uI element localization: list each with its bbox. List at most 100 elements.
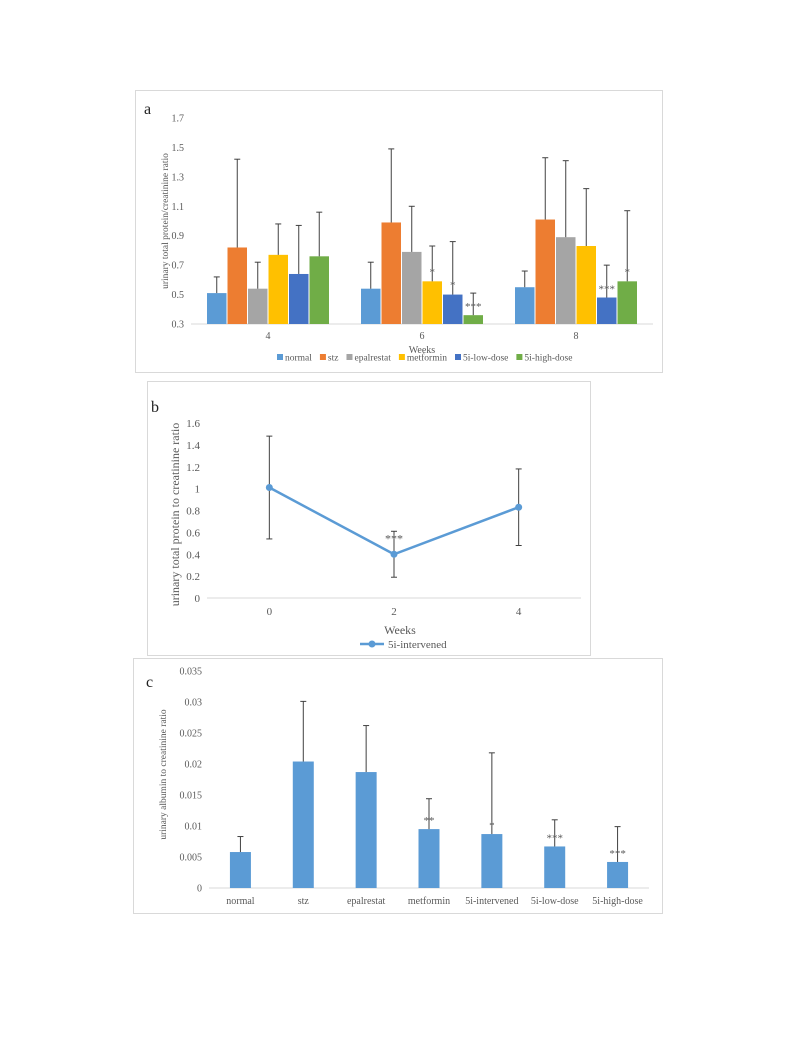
legend-swatch	[516, 354, 523, 360]
x-tick-label: 2	[391, 606, 397, 618]
x-tick-label: 8	[574, 331, 579, 342]
significance-label: ***	[385, 531, 403, 545]
bar	[309, 256, 329, 324]
bar	[617, 281, 637, 324]
x-tick-label: metformin	[408, 896, 450, 907]
bar	[576, 246, 596, 324]
legend-item: metformin	[407, 353, 447, 364]
y-tick-label: 0	[197, 884, 202, 895]
legend-item: 5i-low-dose	[463, 354, 508, 364]
y-tick-label: 0	[195, 593, 201, 605]
chart-b: 0 0.2 0.4 0.6 0.8 1 1.2 1.4 1.6 0 2 4 *** Weeks urinar…	[168, 418, 581, 651]
x-tick-label: 4	[266, 331, 271, 342]
bar	[515, 287, 535, 324]
bar	[268, 254, 288, 324]
bar	[402, 251, 422, 324]
legend-swatch	[319, 354, 326, 360]
legend-item: 5i-intervened	[388, 639, 447, 651]
bar	[422, 281, 442, 324]
y-tick-label: 0.6	[186, 527, 200, 539]
y-tick-label: 0.025	[180, 729, 203, 740]
bar	[418, 829, 440, 888]
x-tick-label: 5i-intervened	[465, 896, 518, 907]
bar	[597, 297, 617, 324]
y-tick-label: 0.5	[172, 290, 185, 301]
x-tick-label: epalrestat	[347, 896, 386, 907]
y-tick-label: 0.005	[180, 853, 203, 864]
y-tick-label: 0.3	[172, 320, 185, 331]
y-axis-title: urinary total protein/creatinine ratio	[161, 153, 171, 289]
legend-item: epalrestat	[354, 354, 391, 364]
significance-label: **	[424, 815, 435, 827]
x-tick-label: normal	[226, 896, 255, 907]
chart-panel-a: a 0.3 0.5 0.7 0.9 1.1 1.3 1.5 1.7 4 6 * * *** 8 *** * We…	[135, 90, 663, 373]
bar	[292, 761, 314, 888]
data-point	[390, 550, 398, 558]
chart-panel-c: c 0 0.005 0.01 0.015 0.02 0.025 0.03 0.035 norma…	[133, 658, 663, 914]
x-tick-label: 5i-high-dose	[592, 896, 643, 907]
y-tick-label: 1.2	[186, 462, 200, 474]
bar	[229, 852, 251, 888]
bar	[227, 247, 247, 324]
y-tick-label: 1.5	[172, 143, 185, 154]
y-tick-label: 0.015	[180, 791, 203, 802]
y-tick-label: 0.03	[185, 698, 203, 709]
y-axis-title: urinary albumin to creatinine ratio	[159, 709, 169, 840]
legend-swatch	[455, 354, 461, 360]
bar	[361, 288, 381, 324]
y-tick-label: 0.9	[172, 231, 185, 242]
significance-label: *	[430, 266, 436, 278]
x-tick-label: 6	[420, 331, 425, 342]
significance-label: *	[450, 280, 456, 292]
y-tick-label: 1.1	[172, 202, 185, 213]
legend-item: stz	[328, 354, 339, 364]
panel-letter-c: c	[146, 674, 154, 691]
y-axis-title: urinary total protein to creatinine rati…	[168, 423, 182, 607]
y-tick-label: 0.02	[185, 760, 203, 771]
bar	[556, 237, 576, 324]
significance-label: *	[489, 820, 495, 832]
bar	[207, 293, 227, 324]
y-tick-label: 0.7	[172, 261, 185, 272]
legend-swatch	[398, 354, 405, 360]
x-tick-label: stz	[298, 896, 310, 907]
bar	[463, 315, 483, 324]
chart-c: 0 0.005 0.01 0.015 0.02 0.025 0.03 0.035 normal s…	[159, 667, 649, 907]
data-point	[515, 503, 523, 511]
y-tick-label: 0.8	[186, 506, 200, 518]
bar	[544, 846, 566, 888]
x-axis-title: Weeks	[409, 345, 436, 356]
bar	[607, 861, 629, 888]
data-point	[265, 484, 273, 492]
x-tick-label: 4	[516, 606, 522, 618]
y-tick-label: 1.6	[186, 418, 200, 430]
bar	[289, 273, 309, 324]
bar	[248, 288, 268, 324]
x-tick-label: 5i-low-dose	[531, 896, 579, 907]
significance-label: ***	[465, 301, 482, 313]
y-tick-label: 0.4	[186, 549, 200, 561]
bar	[381, 222, 401, 324]
y-tick-label: 0.035	[180, 667, 203, 678]
bar	[355, 772, 377, 888]
bar	[443, 294, 463, 324]
legend-item: normal	[285, 354, 312, 364]
y-tick-label: 1	[195, 484, 201, 496]
x-axis-title: Weeks	[384, 623, 416, 637]
legend-marker	[368, 640, 376, 648]
bar	[535, 219, 555, 324]
significance-label: ***	[546, 832, 563, 844]
panel-letter-a: a	[144, 101, 152, 118]
x-tick-label: 0	[267, 606, 273, 618]
significance-label: ***	[599, 284, 616, 296]
legend-swatch	[346, 354, 353, 360]
y-tick-label: 1.3	[172, 172, 185, 183]
chart-a: 0.30.50.70.91.11.31.51.74 6*****8****Week…	[161, 114, 653, 364]
significance-label: ***	[609, 848, 626, 860]
legend-swatch	[277, 354, 283, 360]
y-tick-label: 0.01	[185, 822, 203, 833]
y-tick-label: 1.7	[172, 114, 185, 125]
chart-panel-b: b 0 0.2 0.4 0.6 0.8 1 1.2 1.4 1.6 0 2 4 *** Weeks urin…	[147, 381, 591, 656]
y-tick-label: 1.4	[186, 440, 200, 452]
panel-letter-b: b	[151, 399, 159, 416]
